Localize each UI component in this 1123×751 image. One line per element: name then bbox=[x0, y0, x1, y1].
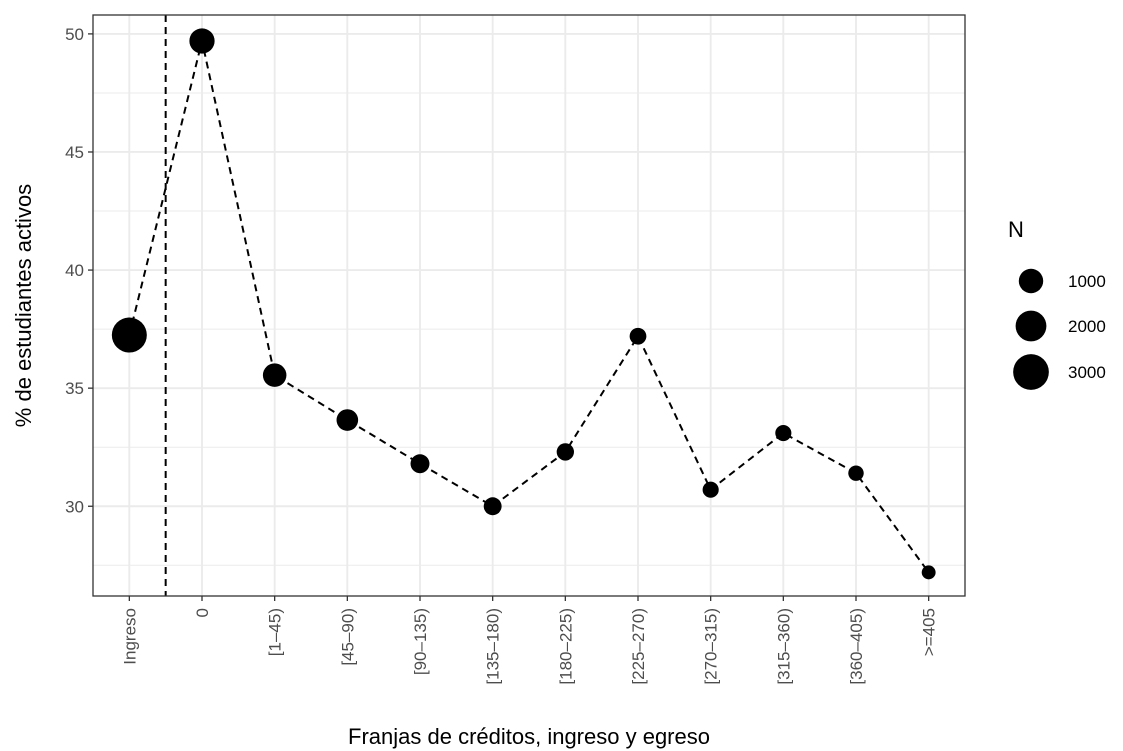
panel-border bbox=[92, 14, 966, 597]
legend-key bbox=[1018, 268, 1044, 294]
data-point bbox=[702, 481, 719, 498]
x-tick-label: [225–270) bbox=[629, 608, 648, 685]
data-point bbox=[336, 409, 359, 431]
legend-label: 3000 bbox=[1068, 363, 1106, 382]
x-tick-label: [90–135) bbox=[411, 608, 430, 675]
x-tick-label: Ingreso bbox=[120, 608, 139, 665]
data-point bbox=[775, 424, 792, 442]
legend: N 1000 2000 3000 bbox=[1008, 217, 1106, 390]
y-axis-title: % de estudiantes activos bbox=[11, 184, 36, 427]
panel-grid bbox=[93, 15, 965, 596]
data-point bbox=[262, 363, 287, 387]
y-tick-label: 50 bbox=[65, 25, 84, 44]
y-tick-label: 35 bbox=[65, 379, 84, 398]
y-tick-label: 30 bbox=[65, 497, 84, 516]
y-tick-label: 40 bbox=[65, 261, 84, 280]
x-tick-label: [270–315) bbox=[702, 608, 721, 685]
data-point bbox=[848, 465, 864, 481]
legend-key bbox=[1013, 354, 1049, 390]
x-tick-label: [1–45) bbox=[266, 608, 285, 656]
x-axis: Ingreso 0 [1–45) [45–90) [90–135) [135–180) [1… bbox=[120, 596, 939, 685]
data-point bbox=[111, 317, 147, 353]
y-axis: 30 35 40 45 50 bbox=[65, 25, 93, 516]
panel-background bbox=[93, 15, 965, 596]
legend-label: 2000 bbox=[1068, 317, 1106, 336]
data-series bbox=[111, 15, 936, 596]
x-tick-label: [45–90) bbox=[338, 608, 357, 666]
data-point bbox=[921, 565, 936, 580]
x-tick-label: >=405 bbox=[920, 608, 939, 656]
x-tick-label: 0 bbox=[193, 608, 212, 617]
legend-label: 1000 bbox=[1068, 272, 1106, 291]
data-point bbox=[189, 28, 215, 54]
data-point bbox=[410, 454, 430, 474]
data-point bbox=[483, 497, 502, 516]
x-tick-label: [180–225) bbox=[556, 608, 575, 685]
data-point bbox=[556, 443, 575, 461]
legend-title: N bbox=[1008, 217, 1024, 242]
legend-key bbox=[1015, 310, 1047, 342]
x-axis-title: Franjas de créditos, ingreso y egreso bbox=[348, 724, 710, 749]
data-point bbox=[629, 327, 647, 345]
x-tick-label: [360–405) bbox=[847, 608, 866, 685]
x-tick-label: [135–180) bbox=[484, 608, 503, 685]
y-tick-label: 45 bbox=[65, 143, 84, 162]
x-tick-label: [315–360) bbox=[774, 608, 793, 685]
